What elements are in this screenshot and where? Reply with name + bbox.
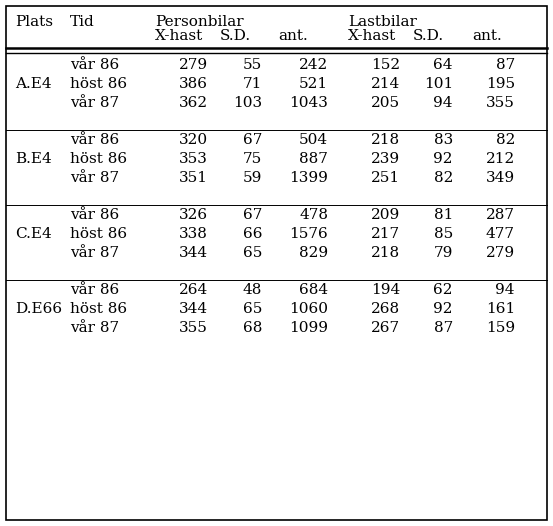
Text: 242: 242 xyxy=(299,58,328,72)
Text: 71: 71 xyxy=(243,77,262,91)
Text: 195: 195 xyxy=(486,77,515,91)
Text: vår 86: vår 86 xyxy=(70,208,119,222)
Text: Tid: Tid xyxy=(70,15,95,29)
Text: vår 86: vår 86 xyxy=(70,133,119,147)
Text: 477: 477 xyxy=(486,227,515,241)
Text: 344: 344 xyxy=(179,246,208,260)
Text: 48: 48 xyxy=(243,283,262,297)
Text: 251: 251 xyxy=(371,171,400,185)
Text: 62: 62 xyxy=(434,283,453,297)
Text: vår 87: vår 87 xyxy=(70,96,119,110)
Text: C.E4: C.E4 xyxy=(15,227,52,241)
Text: 205: 205 xyxy=(371,96,400,110)
Text: 83: 83 xyxy=(434,133,453,147)
Text: 362: 362 xyxy=(179,96,208,110)
Text: höst 86: höst 86 xyxy=(70,302,127,316)
Text: 75: 75 xyxy=(243,152,262,166)
Text: 161: 161 xyxy=(486,302,515,316)
Text: Plats: Plats xyxy=(15,15,53,29)
Text: 65: 65 xyxy=(243,246,262,260)
Text: 87: 87 xyxy=(495,58,515,72)
Text: 355: 355 xyxy=(179,321,208,335)
Text: 152: 152 xyxy=(371,58,400,72)
Text: 1099: 1099 xyxy=(289,321,328,335)
Text: 217: 217 xyxy=(371,227,400,241)
Text: vår 87: vår 87 xyxy=(70,321,119,335)
Text: 82: 82 xyxy=(434,171,453,185)
Text: 67: 67 xyxy=(243,208,262,222)
Text: 349: 349 xyxy=(486,171,515,185)
Text: 209: 209 xyxy=(371,208,400,222)
Text: 68: 68 xyxy=(243,321,262,335)
Text: 504: 504 xyxy=(299,133,328,147)
Text: 338: 338 xyxy=(179,227,208,241)
Text: 79: 79 xyxy=(434,246,453,260)
Text: X-hast: X-hast xyxy=(348,29,397,43)
Text: 67: 67 xyxy=(243,133,262,147)
Text: 212: 212 xyxy=(486,152,515,166)
Text: höst 86: höst 86 xyxy=(70,227,127,241)
Text: 320: 320 xyxy=(179,133,208,147)
Text: 478: 478 xyxy=(299,208,328,222)
Text: 94: 94 xyxy=(495,283,515,297)
Text: 887: 887 xyxy=(299,152,328,166)
Text: 65: 65 xyxy=(243,302,262,316)
Text: S.D.: S.D. xyxy=(220,29,251,43)
Text: X-hast: X-hast xyxy=(155,29,204,43)
Text: B.E4: B.E4 xyxy=(15,152,52,166)
Text: D.E66: D.E66 xyxy=(15,302,62,316)
Text: 94: 94 xyxy=(434,96,453,110)
Text: 59: 59 xyxy=(243,171,262,185)
Text: vår 87: vår 87 xyxy=(70,171,119,185)
Text: Personbilar: Personbilar xyxy=(155,15,244,29)
Text: vår 87: vår 87 xyxy=(70,246,119,260)
Text: 92: 92 xyxy=(434,302,453,316)
Text: 268: 268 xyxy=(371,302,400,316)
Text: vår 86: vår 86 xyxy=(70,283,119,297)
Text: ant.: ant. xyxy=(472,29,502,43)
Text: ant.: ant. xyxy=(278,29,308,43)
Text: 87: 87 xyxy=(434,321,453,335)
Text: 55: 55 xyxy=(243,58,262,72)
Text: 239: 239 xyxy=(371,152,400,166)
Text: höst 86: höst 86 xyxy=(70,152,127,166)
Text: A.E4: A.E4 xyxy=(15,77,51,91)
Text: 264: 264 xyxy=(179,283,208,297)
Text: 829: 829 xyxy=(299,246,328,260)
Text: 218: 218 xyxy=(371,133,400,147)
Text: 344: 344 xyxy=(179,302,208,316)
Text: 194: 194 xyxy=(371,283,400,297)
Text: 267: 267 xyxy=(371,321,400,335)
Text: 684: 684 xyxy=(299,283,328,297)
Text: 101: 101 xyxy=(424,77,453,91)
Text: 92: 92 xyxy=(434,152,453,166)
Text: 82: 82 xyxy=(495,133,515,147)
Text: 1399: 1399 xyxy=(289,171,328,185)
Text: 351: 351 xyxy=(179,171,208,185)
Text: vår 86: vår 86 xyxy=(70,58,119,72)
Text: 279: 279 xyxy=(179,58,208,72)
Text: 214: 214 xyxy=(371,77,400,91)
Text: 353: 353 xyxy=(179,152,208,166)
Text: 64: 64 xyxy=(434,58,453,72)
Text: 66: 66 xyxy=(243,227,262,241)
Text: S.D.: S.D. xyxy=(413,29,444,43)
Text: 326: 326 xyxy=(179,208,208,222)
Text: 287: 287 xyxy=(486,208,515,222)
Text: 1043: 1043 xyxy=(289,96,328,110)
Text: 218: 218 xyxy=(371,246,400,260)
Text: 103: 103 xyxy=(233,96,262,110)
Text: 159: 159 xyxy=(486,321,515,335)
Text: 1576: 1576 xyxy=(289,227,328,241)
Text: 521: 521 xyxy=(299,77,328,91)
Text: 1060: 1060 xyxy=(289,302,328,316)
Text: 85: 85 xyxy=(434,227,453,241)
Text: höst 86: höst 86 xyxy=(70,77,127,91)
Text: Lastbilar: Lastbilar xyxy=(348,15,417,29)
Text: 81: 81 xyxy=(434,208,453,222)
Text: 386: 386 xyxy=(179,77,208,91)
Text: 355: 355 xyxy=(486,96,515,110)
Text: 279: 279 xyxy=(486,246,515,260)
